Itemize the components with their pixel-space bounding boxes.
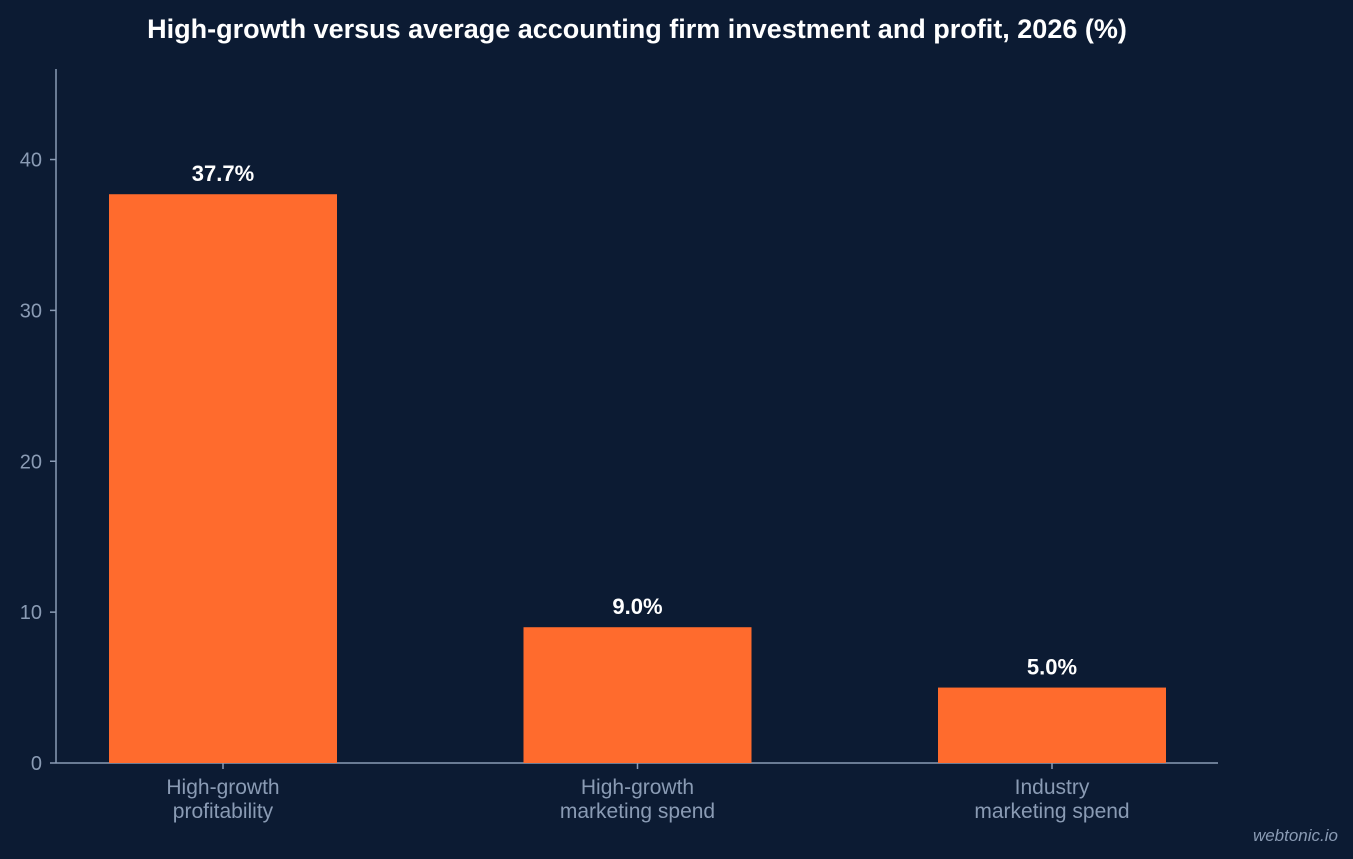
bar bbox=[523, 627, 752, 763]
x-category-label-line: High-growth bbox=[166, 776, 279, 799]
bar bbox=[938, 687, 1166, 763]
watermark: webtonic.io bbox=[1253, 826, 1338, 845]
y-tick-label: 30 bbox=[20, 300, 42, 322]
chart-title: High-growth versus average accounting fi… bbox=[147, 14, 1127, 44]
value-labels: 37.7% 9.0% 5.0% bbox=[192, 161, 1077, 679]
x-category-label-line: High-growth bbox=[581, 776, 694, 799]
bar bbox=[109, 194, 337, 763]
y-axis: 0 10 20 30 40 bbox=[20, 69, 57, 775]
y-tick-label: 40 bbox=[20, 150, 42, 172]
bar-value-label: 9.0% bbox=[612, 594, 662, 619]
x-category-label-line: marketing spend bbox=[560, 800, 715, 823]
y-tick-label: 0 bbox=[31, 753, 42, 775]
bars bbox=[109, 194, 1166, 763]
x-category-label: High-growth profitability bbox=[166, 776, 279, 823]
x-category-label-line: marketing spend bbox=[974, 800, 1129, 823]
x-category-label: Industry marketing spend bbox=[974, 776, 1129, 823]
x-category-label-line: Industry bbox=[1015, 776, 1090, 799]
y-tick-label: 20 bbox=[20, 451, 42, 473]
bar-value-label: 5.0% bbox=[1027, 655, 1077, 680]
bar-value-label: 37.7% bbox=[192, 161, 254, 186]
y-tick-label: 10 bbox=[20, 602, 42, 624]
x-category-label-line: profitability bbox=[173, 800, 274, 823]
x-category-label: High-growth marketing spend bbox=[560, 776, 715, 823]
